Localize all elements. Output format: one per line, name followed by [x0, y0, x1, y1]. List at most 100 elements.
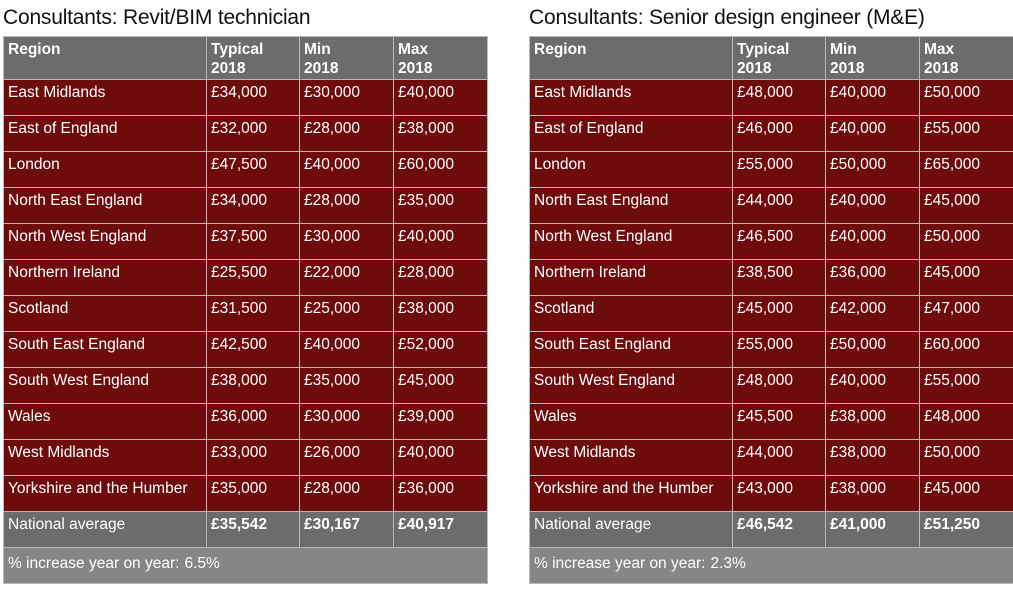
region-cell: North East England: [3, 187, 207, 224]
salary-table: Region Typical 2018 Min 2018 Max 2018 East …: [3, 36, 488, 584]
typical-cell: £33,000: [206, 439, 300, 476]
table-row: North West England £46,500 £40,000 £50,0…: [529, 223, 1013, 260]
table-row: North East England £34,000 £28,000 £35,0…: [3, 187, 488, 224]
region-cell: West Midlands: [3, 439, 207, 476]
typical-cell: £31,500: [206, 295, 300, 332]
max-cell: £47,000: [919, 295, 1013, 332]
typical-cell: £47,500: [206, 151, 300, 188]
table-row: Scotland £45,000 £42,000 £47,000: [529, 295, 1013, 332]
table-row: Wales £36,000 £30,000 £39,000: [3, 403, 488, 440]
typical-cell: £34,000: [206, 79, 300, 116]
header-typical: Typical 2018: [732, 36, 826, 80]
increase-cell: % increase year on year: 6.5%: [3, 547, 488, 584]
max-cell: £40,000: [393, 439, 488, 476]
national-average-row: National average £35,542 £30,167 £40,917: [3, 511, 488, 548]
typical-cell: £36,000: [206, 403, 300, 440]
max-cell: £60,000: [919, 331, 1013, 368]
min-cell: £40,000: [825, 367, 920, 404]
max-cell: £40,000: [393, 223, 488, 260]
max-cell: £50,000: [919, 79, 1013, 116]
table-row: London £47,500 £40,000 £60,000: [3, 151, 488, 188]
average-max: £51,250: [919, 511, 1013, 548]
typical-cell: £38,000: [206, 367, 300, 404]
header-min: Min 2018: [825, 36, 920, 80]
increase-value: 6.5%: [184, 555, 220, 572]
max-cell: £45,000: [393, 367, 488, 404]
header-max: Max 2018: [393, 36, 488, 80]
increase-cell: % increase year on year: 2.3%: [529, 547, 1013, 584]
max-cell: £45,000: [919, 259, 1013, 296]
typical-cell: £44,000: [732, 439, 826, 476]
min-cell: £22,000: [299, 259, 394, 296]
min-cell: £40,000: [825, 223, 920, 260]
typical-cell: £46,500: [732, 223, 826, 260]
min-cell: £30,000: [299, 79, 394, 116]
average-min: £41,000: [825, 511, 920, 548]
table-row: London £55,000 £50,000 £65,000: [529, 151, 1013, 188]
table-row: East Midlands £48,000 £40,000 £50,000: [529, 79, 1013, 116]
min-cell: £40,000: [299, 331, 394, 368]
table-row: North West England £37,500 £30,000 £40,0…: [3, 223, 488, 260]
min-cell: £38,000: [825, 439, 920, 476]
table-row: East of England £32,000 £28,000 £38,000: [3, 115, 488, 152]
max-cell: £36,000: [393, 475, 488, 512]
region-cell: South East England: [3, 331, 207, 368]
max-cell: £45,000: [919, 187, 1013, 224]
average-max: £40,917: [393, 511, 488, 548]
region-cell: South West England: [3, 367, 207, 404]
header-min: Min 2018: [299, 36, 394, 80]
table-row: Scotland £31,500 £25,000 £38,000: [3, 295, 488, 332]
typical-cell: £48,000: [732, 79, 826, 116]
table-row: South East England £55,000 £50,000 £60,0…: [529, 331, 1013, 368]
typical-cell: £35,000: [206, 475, 300, 512]
header-region: Region: [529, 36, 733, 80]
senior-design-engineer-panel: Consultants: Senior design engineer (M&E…: [529, 0, 1013, 584]
table-row: South West England £38,000 £35,000 £45,0…: [3, 367, 488, 404]
typical-cell: £37,500: [206, 223, 300, 260]
min-cell: £28,000: [299, 187, 394, 224]
max-cell: £38,000: [393, 115, 488, 152]
increase-label: % increase year on year:: [8, 555, 180, 572]
region-cell: Yorkshire and the Humber: [3, 475, 207, 512]
max-cell: £50,000: [919, 439, 1013, 476]
region-cell: Wales: [529, 403, 733, 440]
region-cell: East Midlands: [529, 79, 733, 116]
header-max: Max 2018: [919, 36, 1013, 80]
increase-label: % increase year on year:: [534, 555, 706, 572]
min-cell: £28,000: [299, 475, 394, 512]
region-cell: Scotland: [529, 295, 733, 332]
increase-value: 2.3%: [710, 555, 746, 572]
region-cell: North West England: [3, 223, 207, 260]
min-cell: £30,000: [299, 223, 394, 260]
national-average-row: National average £46,542 £41,000 £51,250: [529, 511, 1013, 548]
panel-title: Consultants: Revit/BIM technician: [3, 6, 311, 29]
average-typical: £46,542: [732, 511, 826, 548]
min-cell: £38,000: [825, 403, 920, 440]
region-cell: Scotland: [3, 295, 207, 332]
typical-cell: £44,000: [732, 187, 826, 224]
min-cell: £40,000: [825, 115, 920, 152]
min-cell: £42,000: [825, 295, 920, 332]
min-cell: £36,000: [825, 259, 920, 296]
table-row: Northern Ireland £38,500 £36,000 £45,000: [529, 259, 1013, 296]
average-min: £30,167: [299, 511, 394, 548]
min-cell: £30,000: [299, 403, 394, 440]
header-row: Region Typical 2018 Min 2018 Max 2018: [529, 36, 1013, 80]
max-cell: £65,000: [919, 151, 1013, 188]
increase-row: % increase year on year: 2.3%: [529, 547, 1013, 584]
header-region: Region: [3, 36, 207, 80]
region-cell: North West England: [529, 223, 733, 260]
average-label: National average: [529, 511, 733, 548]
header-row: Region Typical 2018 Min 2018 Max 2018: [3, 36, 488, 80]
min-cell: £25,000: [299, 295, 394, 332]
max-cell: £52,000: [393, 331, 488, 368]
min-cell: £40,000: [299, 151, 394, 188]
region-cell: Yorkshire and the Humber: [529, 475, 733, 512]
panel-title: Consultants: Senior design engineer (M&E…: [529, 6, 925, 29]
table-row: East Midlands £34,000 £30,000 £40,000: [3, 79, 488, 116]
min-cell: £40,000: [825, 187, 920, 224]
region-cell: East of England: [3, 115, 207, 152]
header-typical: Typical 2018: [206, 36, 300, 80]
typical-cell: £34,000: [206, 187, 300, 224]
max-cell: £50,000: [919, 223, 1013, 260]
